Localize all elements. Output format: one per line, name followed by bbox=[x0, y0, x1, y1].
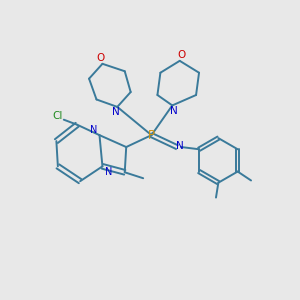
Text: O: O bbox=[96, 53, 104, 64]
Text: N: N bbox=[105, 167, 113, 177]
Text: N: N bbox=[112, 107, 120, 117]
Text: N: N bbox=[176, 140, 184, 151]
Text: Cl: Cl bbox=[53, 111, 63, 121]
Text: N: N bbox=[170, 106, 178, 116]
Text: N: N bbox=[90, 125, 98, 135]
Text: O: O bbox=[177, 50, 185, 61]
Text: P: P bbox=[148, 129, 155, 142]
